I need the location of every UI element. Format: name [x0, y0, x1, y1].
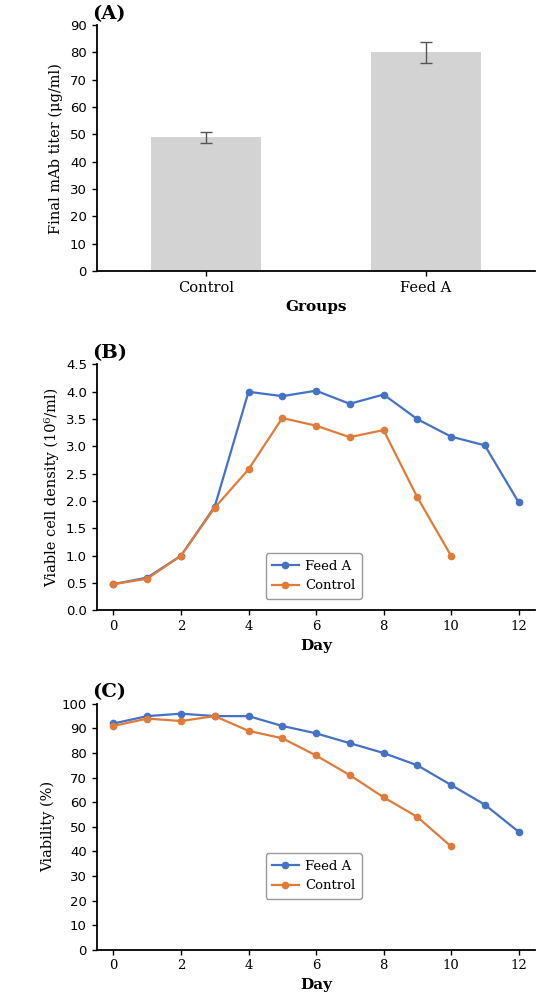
- Control: [245, 725, 252, 737]
- Feed A: [211, 500, 218, 513]
- Feed A: [279, 720, 285, 732]
- Control: [279, 412, 285, 424]
- Feed A: [110, 718, 117, 730]
- Line: Feed A: Feed A: [110, 711, 522, 835]
- Feed A: [144, 572, 151, 584]
- Control: [312, 420, 319, 432]
- Feed A: [515, 826, 522, 838]
- Control: [178, 715, 184, 727]
- Control: [347, 769, 353, 781]
- Control: [312, 750, 319, 762]
- Feed A: [312, 385, 319, 397]
- Feed A: [347, 737, 353, 749]
- Legend: Feed A, Control: Feed A, Control: [266, 553, 362, 599]
- Line: Feed A: Feed A: [110, 388, 522, 587]
- Control: [245, 463, 252, 475]
- Control: [347, 431, 353, 443]
- Feed A: [448, 430, 454, 442]
- Y-axis label: Final mAb titer (μg/ml): Final mAb titer (μg/ml): [49, 62, 63, 233]
- Control: [144, 573, 151, 585]
- Text: (B): (B): [92, 344, 127, 362]
- Text: (C): (C): [92, 683, 126, 701]
- Feed A: [414, 413, 421, 425]
- Feed A: [110, 578, 117, 590]
- Feed A: [245, 711, 252, 723]
- Feed A: [144, 711, 151, 723]
- Control: [211, 711, 218, 723]
- Feed A: [279, 390, 285, 402]
- Feed A: [380, 389, 387, 401]
- X-axis label: Day: Day: [300, 638, 332, 652]
- Feed A: [312, 728, 319, 740]
- Bar: [151, 137, 261, 271]
- Control: [380, 791, 387, 803]
- Feed A: [178, 550, 184, 562]
- Feed A: [211, 711, 218, 723]
- Legend: Feed A, Control: Feed A, Control: [266, 853, 362, 898]
- X-axis label: Groups: Groups: [285, 300, 347, 315]
- Control: [110, 720, 117, 732]
- Feed A: [178, 708, 184, 720]
- Feed A: [414, 759, 421, 771]
- Control: [110, 578, 117, 590]
- Control: [279, 733, 285, 745]
- Control: [448, 840, 454, 852]
- Text: (A): (A): [92, 5, 126, 23]
- Feed A: [245, 386, 252, 398]
- Control: [211, 501, 218, 514]
- Control: [178, 550, 184, 562]
- Control: [414, 811, 421, 823]
- Feed A: [481, 439, 488, 451]
- Control: [144, 713, 151, 725]
- X-axis label: Day: Day: [300, 978, 332, 992]
- Feed A: [448, 779, 454, 791]
- Feed A: [481, 799, 488, 811]
- Line: Control: Control: [110, 713, 454, 849]
- Control: [414, 491, 421, 504]
- Y-axis label: Viability (%): Viability (%): [40, 781, 55, 872]
- Y-axis label: Viable cell density (10⁶/ml): Viable cell density (10⁶/ml): [44, 388, 59, 587]
- Control: [448, 550, 454, 562]
- Feed A: [515, 496, 522, 509]
- Line: Control: Control: [110, 415, 454, 587]
- Bar: [371, 52, 481, 271]
- Feed A: [380, 747, 387, 759]
- Feed A: [347, 398, 353, 410]
- Control: [380, 424, 387, 436]
